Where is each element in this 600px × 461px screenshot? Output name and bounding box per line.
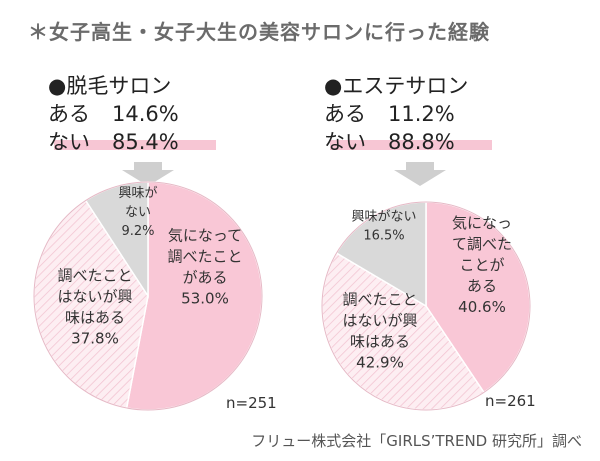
slice-label-line: 気になって xyxy=(168,227,242,245)
stat-label: ある xyxy=(324,102,366,126)
slice-label-line: がある xyxy=(182,269,227,287)
stat-row: ない 85.4% xyxy=(48,128,179,156)
slice-label-line: 味はある xyxy=(350,333,410,351)
stat-value: 11.2% xyxy=(388,102,455,126)
stat-row: ない 88.8% xyxy=(324,128,468,156)
stat-value: 85.4% xyxy=(112,130,179,154)
slice-label-line: ことが xyxy=(459,256,504,274)
highlight-underline-left xyxy=(54,140,216,150)
stat-label: ある xyxy=(48,102,90,126)
stat-value: 88.8% xyxy=(388,130,455,154)
stat-row: ある 11.2% xyxy=(324,100,468,128)
slice-label-line: 40.6% xyxy=(458,298,506,316)
slice-label-line: 42.9% xyxy=(356,354,404,372)
slice-label-line: 調べたこと xyxy=(342,291,417,309)
slice-label: 興味がない 9.2% xyxy=(118,186,157,239)
source-credit: フリュー株式会社「GIRLS’TREND 研究所」調べ xyxy=(251,432,582,450)
stat-value: 14.6% xyxy=(112,102,179,126)
slice-label: 気になって調べたことがある 40.6% xyxy=(452,214,512,316)
highlight-underline-right xyxy=(330,140,492,150)
slice-label-line: 16.5% xyxy=(363,229,404,244)
slice-label-line: 調べたこと xyxy=(167,248,242,266)
down-arrow-icon xyxy=(122,162,174,186)
slice-label: 興味がない 16.5% xyxy=(351,210,416,244)
slice-label-line: はないが興 xyxy=(342,312,417,330)
slice-label: 調べたことはないが興味はある 37.8% xyxy=(57,267,132,348)
slice-label-line: て調べた xyxy=(452,235,512,253)
stats-block-right: ●エステサロン ある 11.2% ない 88.8% xyxy=(324,72,468,156)
stats-block-left: ●脱毛サロン ある 14.6% ない 85.4% xyxy=(48,72,179,156)
slice-label-line: 37.8% xyxy=(71,330,119,348)
chart-heading: ●脱毛サロン xyxy=(48,74,172,98)
slice-label-line: ない xyxy=(125,205,151,220)
slice-label-line: はないが興 xyxy=(57,288,132,306)
pie-outline xyxy=(33,181,263,411)
slice-label-line: ある xyxy=(467,277,497,295)
slice-label-line: 9.2% xyxy=(121,224,154,239)
page-title: ＊女子高生・女子大生の美容サロンに行った経験 xyxy=(28,20,490,44)
slice-label-line: 気になっ xyxy=(452,214,512,232)
sample-size-left: n=251 xyxy=(226,394,277,412)
slice-label-line: 味はある xyxy=(65,309,125,327)
stat-label: ない xyxy=(48,130,90,154)
slice-label-line: 53.0% xyxy=(181,290,229,308)
sample-size-right: n=261 xyxy=(485,392,536,410)
slice-label: 気になって調べたことがある 53.0% xyxy=(167,227,242,308)
chart-heading: ●エステサロン xyxy=(324,74,469,98)
pie-outline xyxy=(321,201,531,411)
slice-label-line: 調べたこと xyxy=(57,267,132,285)
slice-label-line: 興味が xyxy=(118,186,157,201)
slice-label-line: 興味がない xyxy=(351,210,416,225)
stat-row: ある 14.6% xyxy=(48,100,179,128)
stat-label: ない xyxy=(324,130,366,154)
down-arrow-icon xyxy=(394,162,446,186)
slice-label: 調べたことはないが興味はある 42.9% xyxy=(342,291,417,372)
